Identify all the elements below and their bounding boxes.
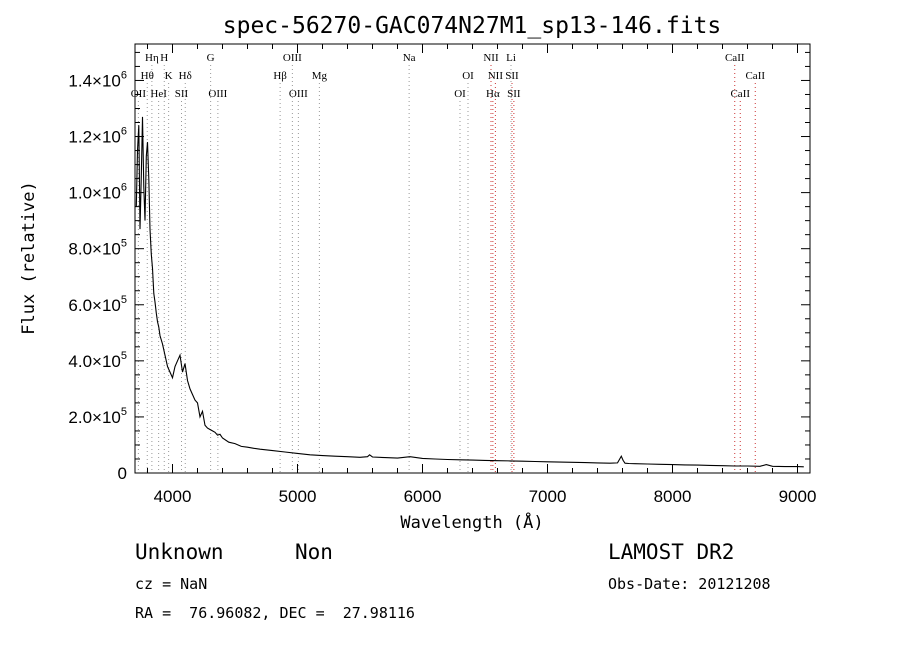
y-tick-label: 8.0×105 <box>68 238 127 259</box>
x-axis-label: Wavelength (Å) <box>400 511 543 533</box>
y-axis-ticks: 0 2.0×105 4.0×105 6.0×105 8.0×105 1.0×106 1.2×… <box>68 51 810 483</box>
y-axis-label: Flux (relative) <box>19 181 39 335</box>
line-label-23: CaII <box>725 52 745 64</box>
spectral-line-markers <box>137 65 756 473</box>
line-label-12: OIII <box>289 88 308 100</box>
x-axis-ticks: 4000 5000 6000 7000 8000 9000 <box>147 44 817 506</box>
line-label-18: NII <box>488 70 504 82</box>
line-label-17: NII <box>483 52 499 64</box>
line-label-6: SII <box>175 88 189 100</box>
line-label-2: Hη <box>145 52 159 64</box>
chart-title: spec-56270-GAC074N27M1_sp13-146.fits <box>223 13 722 39</box>
x-tick-label: 7000 <box>529 487 567 506</box>
subclass-label: Non <box>295 540 333 564</box>
line-label-20: Li <box>506 52 516 64</box>
x-tick-label: 9000 <box>779 487 817 506</box>
y-tick-label: 1.4×106 <box>68 69 127 90</box>
line-label-3: H <box>160 52 168 64</box>
line-label-15: OI <box>454 88 466 100</box>
line-label-1: Hθ <box>141 70 154 82</box>
survey-label: LAMOST DR2 <box>608 540 735 564</box>
plot-frame <box>134 43 811 474</box>
line-label-8: G <box>207 52 215 64</box>
line-label-16: OI <box>462 70 474 82</box>
y-tick-label: 6.0×105 <box>68 294 127 315</box>
y-tick-label: 2.0×105 <box>68 406 127 427</box>
y-tick-label: 0 <box>118 464 127 483</box>
line-label-22: SII <box>507 88 521 100</box>
line-label-7: Hδ <box>179 70 192 82</box>
coordinates-label: RA = 76.96082, DEC = 27.98116 <box>135 604 415 622</box>
y-tick-label: 4.0×105 <box>68 350 127 371</box>
line-label-4: K <box>165 70 173 82</box>
redshift-label: cz = NaN <box>135 575 208 593</box>
line-label-24: CaII <box>730 88 750 100</box>
line-label-14: Na <box>403 52 416 64</box>
obs-date-label: Obs-Date: 20121208 <box>608 575 771 593</box>
line-label-10: Hβ <box>273 70 287 82</box>
line-label-13: Mg <box>312 70 328 82</box>
y-tick-label: 1.0×106 <box>68 182 127 203</box>
x-tick-label: 5000 <box>279 487 317 506</box>
spectrum-line <box>135 116 804 468</box>
line-label-9: OIII <box>208 88 227 100</box>
x-tick-label: 4000 <box>154 487 192 506</box>
x-tick-label: 6000 <box>404 487 442 506</box>
line-label-11: OIII <box>283 52 302 64</box>
line-label-25: CaII <box>745 70 765 82</box>
line-label-21: SII <box>505 70 519 82</box>
x-tick-label: 8000 <box>654 487 692 506</box>
y-tick-label: 1.2×106 <box>68 126 127 147</box>
line-label-5: HeI <box>150 88 167 100</box>
class-label: Unknown <box>135 540 224 564</box>
line-label-19: Hα <box>486 88 500 100</box>
